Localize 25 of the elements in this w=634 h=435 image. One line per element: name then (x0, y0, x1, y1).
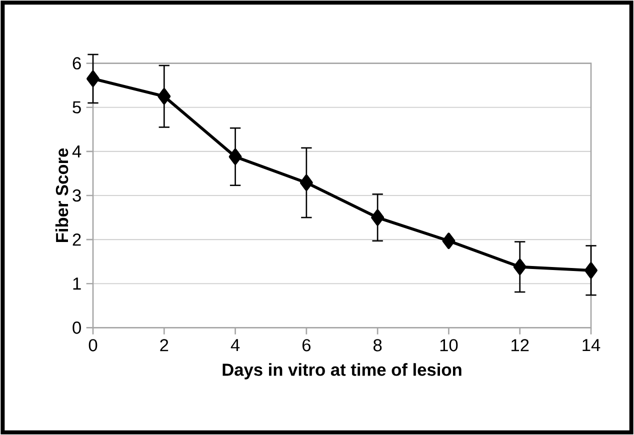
point (228, 148, 242, 165)
y-tick-label: 2 (72, 234, 81, 246)
point (158, 88, 171, 104)
y-tick-label: 4 (72, 145, 82, 158)
y-tick-label: 1 (73, 278, 81, 290)
y-axis-title: Fiber Score (55, 148, 68, 242)
point (513, 258, 526, 276)
point (584, 262, 598, 279)
point (371, 209, 384, 226)
x-tick-label: 4 (230, 339, 240, 351)
x-axis-title: Days in vitro at time of lesion (222, 363, 462, 380)
y-tick-label: 3 (72, 189, 81, 202)
x-tick-label: 8 (374, 339, 382, 352)
x-tick-label: 14 (582, 339, 600, 351)
x-tick-label: 6 (302, 339, 310, 352)
x-tick-label: 12 (512, 339, 529, 352)
y-tick-label: 6 (72, 57, 81, 70)
x-tick-label: 10 (440, 339, 458, 352)
x-tick-label: 2 (160, 339, 168, 352)
x-tick-label: 0 (88, 339, 98, 352)
point (300, 174, 313, 191)
y-tick-label: 5 (72, 101, 81, 114)
point (442, 232, 456, 250)
y-tick-label: 0 (72, 322, 81, 334)
point (86, 70, 100, 87)
